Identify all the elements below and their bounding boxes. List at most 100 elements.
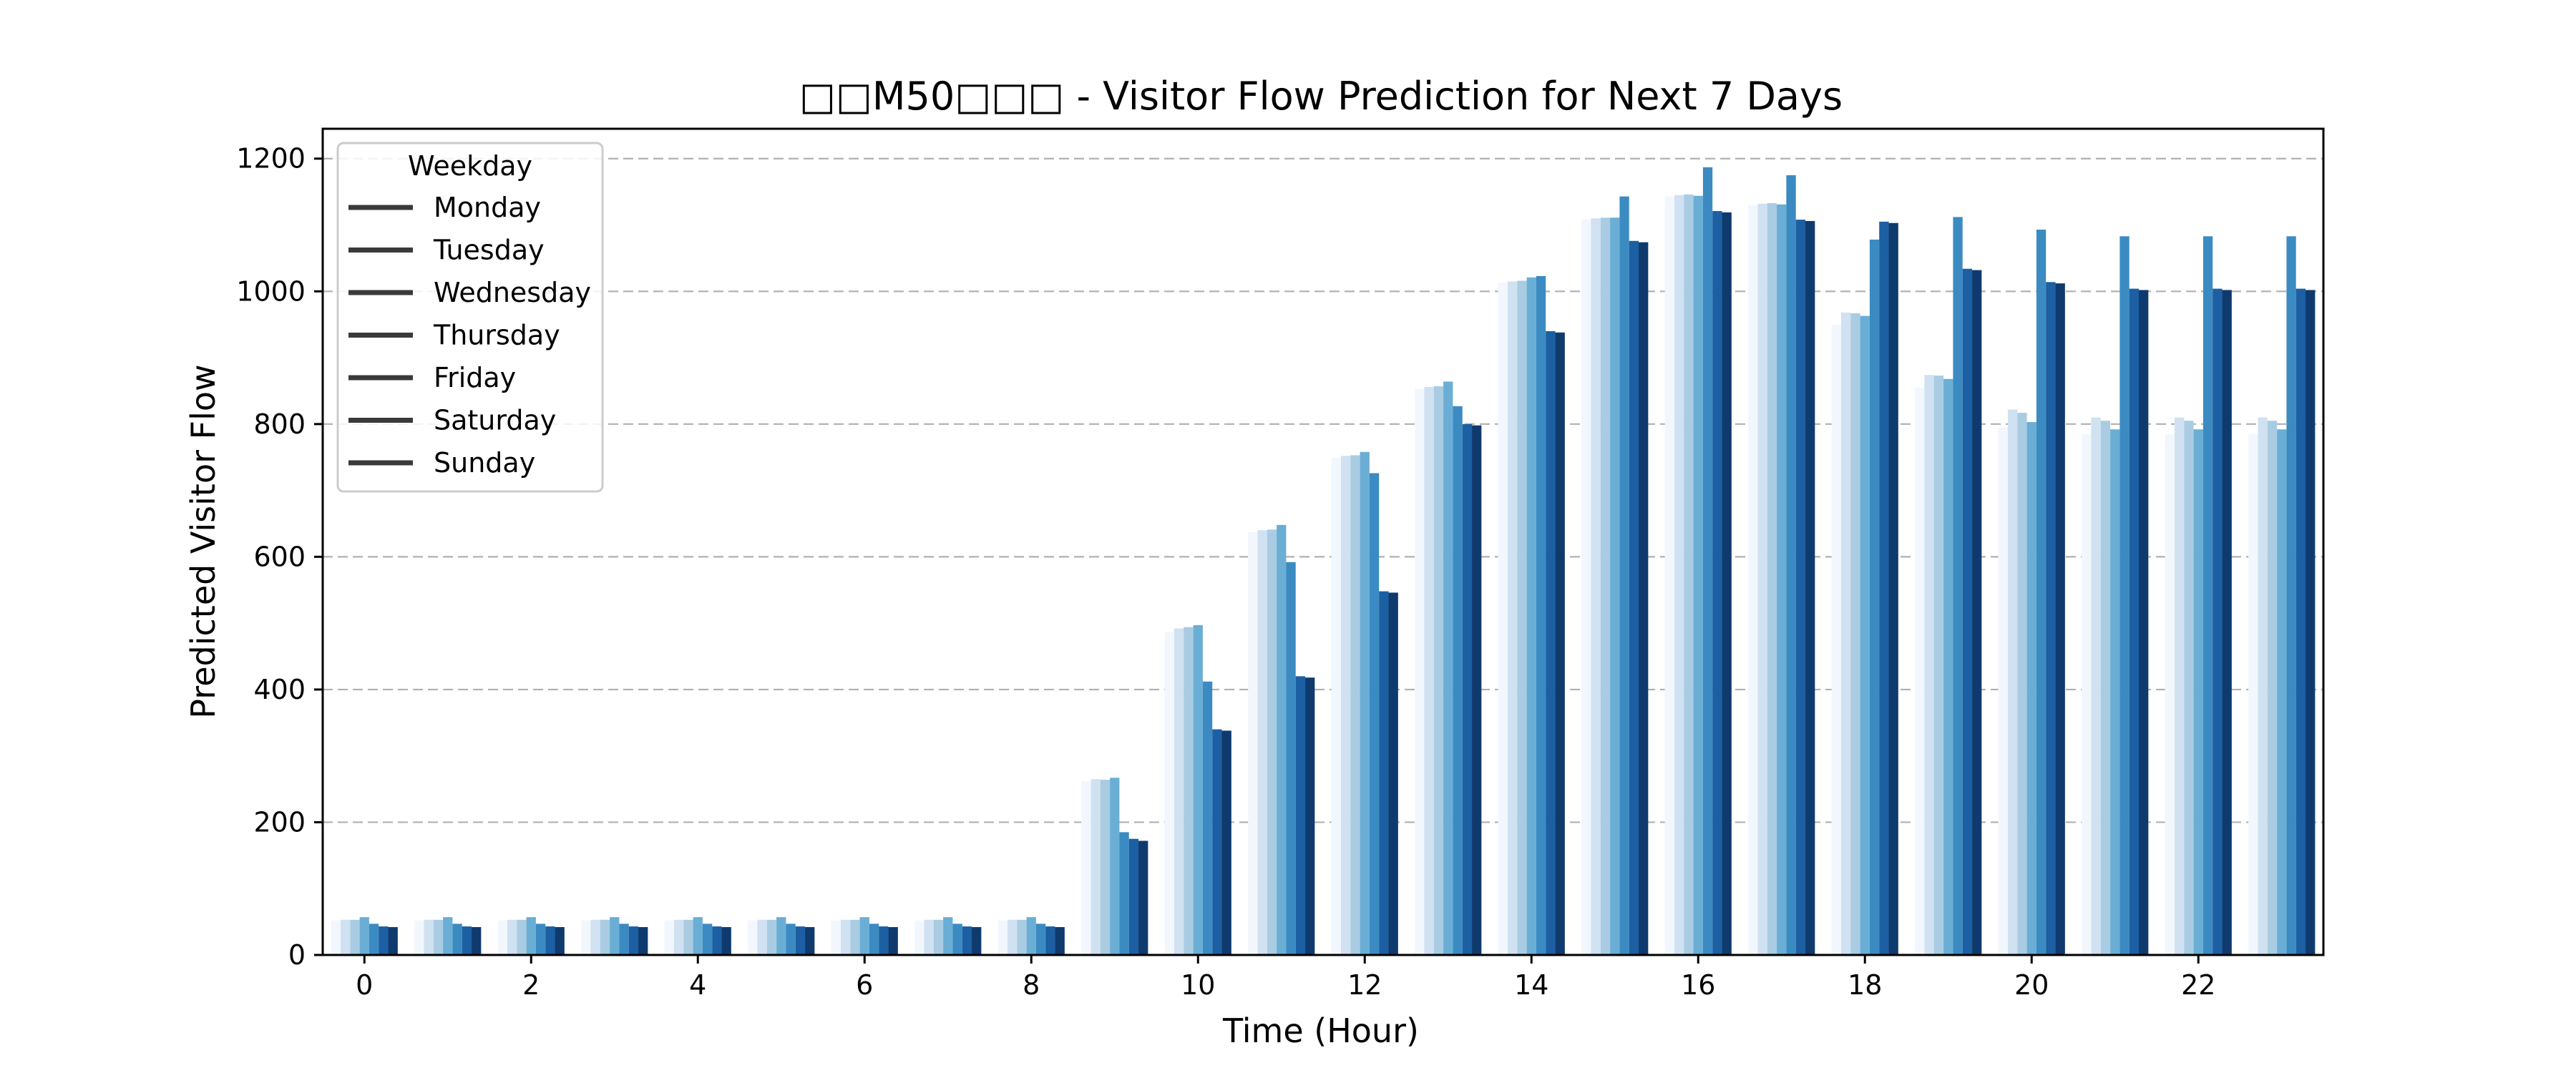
y-tick-label: 600: [253, 541, 306, 572]
bar-friday-hour-5: [786, 923, 796, 955]
bar-tuesday-hour-8: [1007, 919, 1018, 955]
bar-thursday-hour-0: [359, 917, 369, 955]
bar-friday-hour-7: [952, 923, 962, 955]
bar-sunday-hour-13: [1472, 425, 1482, 955]
y-axis-label: Predicted Visitor Flow: [184, 364, 223, 718]
bar-thursday-hour-9: [1110, 778, 1120, 955]
bar-wednesday-hour-7: [933, 919, 944, 955]
bar-tuesday-hour-0: [340, 919, 351, 955]
bar-tuesday-hour-13: [1424, 386, 1434, 955]
bars: [331, 167, 2316, 956]
bar-thursday-hour-16: [1693, 195, 1703, 956]
bar-friday-hour-16: [1702, 167, 1713, 955]
bar-friday-hour-21: [2119, 236, 2129, 955]
bar-friday-hour-13: [1453, 406, 1463, 955]
bar-monday-hour-20: [1998, 427, 2008, 955]
x-axis-label: Time (Hour): [1222, 1011, 1419, 1050]
y-tick-label: 1000: [236, 275, 306, 307]
bar-wednesday-hour-12: [1350, 455, 1360, 955]
x-tick-label: 22: [2181, 969, 2215, 1001]
bar-monday-hour-13: [1415, 388, 1425, 955]
bar-sunday-hour-22: [2222, 290, 2232, 956]
bar-saturday-hour-5: [795, 926, 806, 955]
bar-saturday-hour-7: [962, 926, 972, 955]
bar-wednesday-hour-23: [2267, 421, 2278, 955]
x-tick-label: 14: [1514, 969, 1548, 1001]
bar-friday-hour-11: [1286, 562, 1296, 955]
bar-wednesday-hour-0: [350, 919, 360, 955]
bar-thursday-hour-5: [776, 917, 786, 955]
legend-label-friday: Friday: [434, 362, 516, 393]
bar-monday-hour-23: [2248, 433, 2258, 955]
bar-saturday-hour-22: [2212, 288, 2223, 955]
bar-sunday-hour-5: [805, 927, 815, 955]
bar-friday-hour-22: [2202, 236, 2213, 955]
bar-monday-hour-8: [997, 920, 1008, 955]
bar-thursday-hour-7: [943, 917, 953, 955]
bar-saturday-hour-8: [1045, 926, 1055, 955]
bar-sunday-hour-16: [1722, 212, 1732, 955]
bar-sunday-hour-14: [1555, 332, 1565, 955]
bar-tuesday-hour-22: [2174, 417, 2185, 955]
x-axis-ticks: 0 2 4 6 8 10 12 14 16 18 20 22: [356, 955, 2215, 1001]
bar-thursday-hour-22: [2193, 429, 2203, 955]
bar-tuesday-hour-11: [1257, 530, 1267, 955]
bar-friday-hour-20: [2036, 230, 2046, 955]
bar-thursday-hour-10: [1193, 624, 1203, 955]
bar-friday-hour-14: [1536, 275, 1546, 956]
bar-sunday-hour-11: [1305, 677, 1315, 955]
bar-wednesday-hour-21: [2100, 421, 2111, 955]
bar-sunday-hour-6: [888, 927, 898, 955]
bar-monday-hour-3: [581, 920, 591, 955]
legend-label-wednesday: Wednesday: [434, 277, 591, 308]
bar-friday-hour-3: [619, 923, 629, 955]
legend: Weekday Monday Tuesday Wednesday Thursday Fr…: [336, 142, 604, 493]
bar-saturday-hour-18: [1879, 221, 1889, 955]
bar-tuesday-hour-10: [1174, 628, 1184, 955]
bar-friday-hour-2: [535, 923, 546, 955]
bar-wednesday-hour-6: [850, 919, 860, 955]
x-tick-label: 0: [356, 969, 373, 1001]
bar-wednesday-hour-16: [1684, 194, 1694, 955]
bar-sunday-hour-18: [1888, 222, 1898, 955]
bar-friday-hour-9: [1119, 832, 1129, 955]
bar-wednesday-hour-20: [2017, 413, 2027, 955]
bar-wednesday-hour-5: [766, 919, 777, 955]
bar-tuesday-hour-1: [424, 919, 434, 955]
y-tick-label: 400: [253, 674, 306, 705]
bar-saturday-hour-9: [1128, 838, 1139, 955]
bar-tuesday-hour-17: [1757, 203, 1767, 956]
bar-thursday-hour-20: [2026, 422, 2036, 955]
bar-tuesday-hour-20: [2007, 409, 2018, 955]
gridlines: [323, 157, 2323, 956]
bar-wednesday-hour-14: [1517, 280, 1527, 955]
bar-tuesday-hour-12: [1340, 456, 1351, 955]
x-tick-label: 4: [689, 969, 706, 1001]
bar-sunday-hour-15: [1639, 242, 1649, 955]
x-tick-label: 6: [856, 969, 873, 1001]
bar-wednesday-hour-8: [1017, 919, 1027, 955]
bar-sunday-hour-21: [2139, 290, 2149, 956]
bar-monday-hour-22: [2165, 433, 2175, 955]
bar-monday-hour-19: [1915, 387, 1925, 955]
bar-tuesday-hour-9: [1091, 779, 1101, 955]
bar-monday-hour-2: [497, 920, 507, 955]
bar-tuesday-hour-6: [840, 919, 851, 955]
bar-sunday-hour-4: [721, 927, 731, 955]
bar-sunday-hour-17: [1805, 220, 1815, 956]
legend-label-monday: Monday: [434, 192, 541, 223]
bar-tuesday-hour-4: [673, 919, 684, 955]
bar-monday-hour-12: [1331, 458, 1341, 955]
bar-friday-hour-19: [1953, 217, 1963, 956]
bar-saturday-hour-2: [545, 926, 555, 955]
bar-friday-hour-6: [869, 923, 879, 955]
bar-thursday-hour-12: [1360, 451, 1370, 955]
bar-monday-hour-6: [831, 920, 841, 955]
bar-sunday-hour-2: [555, 927, 565, 955]
legend-label-saturday: Saturday: [434, 405, 556, 436]
bar-thursday-hour-6: [859, 917, 869, 955]
bar-monday-hour-5: [748, 920, 758, 955]
bar-saturday-hour-11: [1295, 676, 1306, 955]
bar-saturday-hour-4: [712, 926, 722, 955]
bar-thursday-hour-4: [693, 917, 703, 955]
